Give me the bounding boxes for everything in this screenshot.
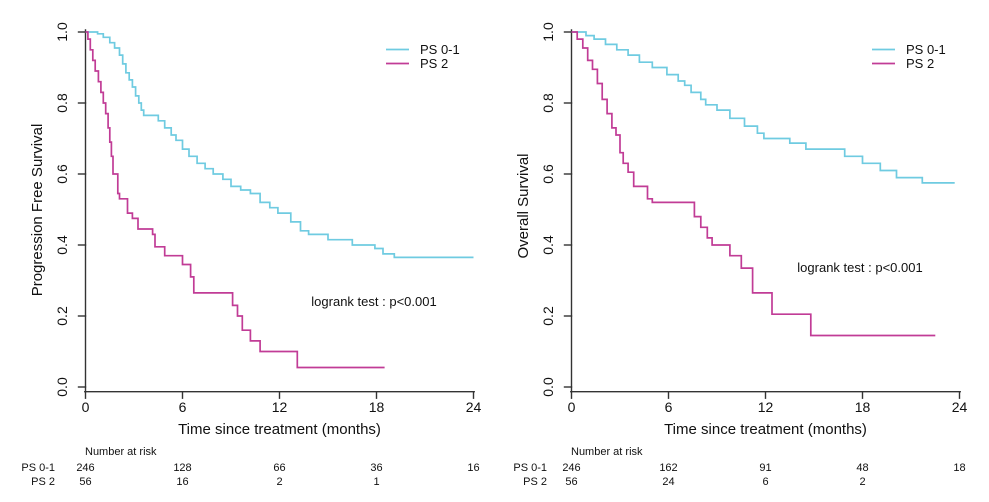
os-logrank-annotation: logrank test : p<0.001 — [797, 260, 922, 275]
x-tick-label: 6 — [179, 399, 187, 415]
at-risk-value: 36 — [370, 462, 382, 474]
y-tick-label: 0.0 — [54, 377, 70, 397]
y-tick-label: 0.6 — [54, 164, 70, 184]
os-at-risk-row-label-ps01: PS 0-1 — [513, 462, 547, 474]
at-risk-value: 18 — [953, 462, 965, 474]
y-tick-label: 0.8 — [540, 93, 556, 113]
at-risk-value: 48 — [856, 462, 868, 474]
pfs-at-risk-header: Number at risk — [85, 446, 157, 458]
os-x-axis-title: Time since treatment (months) — [664, 421, 867, 438]
pfs-y-axis-title: Progression Free Survival — [29, 124, 46, 297]
os-legend-label-ps01: PS 0-1 — [906, 42, 946, 57]
y-tick-label: 0.6 — [540, 164, 556, 184]
at-risk-value: 162 — [659, 462, 677, 474]
pfs-at-risk-row-label-ps01: PS 0-1 — [21, 462, 55, 474]
x-tick-label: 12 — [272, 399, 288, 415]
km-curve-ps-2 — [85, 31, 385, 369]
os-at-risk-header: Number at risk — [571, 446, 643, 458]
os-legend-label-ps2: PS 2 — [906, 56, 934, 71]
at-risk-value: 2 — [276, 476, 282, 488]
y-tick-label: 0.4 — [54, 235, 70, 255]
at-risk-value: 128 — [173, 462, 191, 474]
at-risk-value: 66 — [273, 462, 285, 474]
at-risk-value: 246 — [76, 462, 94, 474]
at-risk-value: 16 — [467, 462, 479, 474]
pfs-x-axis-title: Time since treatment (months) — [178, 421, 381, 438]
at-risk-value: 56 — [565, 476, 577, 488]
at-risk-value: 1 — [373, 476, 379, 488]
y-tick-label: 0.2 — [540, 306, 556, 326]
at-risk-value: 24 — [662, 476, 674, 488]
at-risk-value: 246 — [562, 462, 580, 474]
y-tick-label: 0.0 — [540, 377, 556, 397]
x-tick-label: 0 — [568, 399, 576, 415]
pfs-legend-label-ps01: PS 0-1 — [420, 42, 460, 57]
x-tick-label: 0 — [82, 399, 90, 415]
y-tick-label: 0.4 — [540, 235, 556, 255]
km-curve-ps-0-1 — [571, 31, 955, 184]
x-tick-label: 12 — [758, 399, 774, 415]
km-curve-ps-0-1 — [85, 31, 474, 259]
pfs-legend-label-ps2: PS 2 — [420, 56, 448, 71]
at-risk-value: 2 — [859, 476, 865, 488]
x-tick-label: 18 — [369, 399, 385, 415]
os-y-axis-title: Overall Survival — [515, 153, 532, 258]
at-risk-value: 16 — [176, 476, 188, 488]
os-at-risk-row-label-ps2: PS 2 — [523, 476, 547, 488]
at-risk-value: 91 — [759, 462, 771, 474]
at-risk-value: 6 — [762, 476, 768, 488]
x-tick-label: 24 — [952, 399, 968, 415]
km-curve-ps-2 — [571, 31, 936, 337]
y-tick-label: 0.8 — [54, 93, 70, 113]
x-tick-label: 18 — [855, 399, 871, 415]
y-tick-label: 1.0 — [54, 22, 70, 42]
y-tick-label: 0.2 — [54, 306, 70, 326]
x-tick-label: 24 — [466, 399, 482, 415]
x-tick-label: 6 — [665, 399, 673, 415]
y-tick-label: 1.0 — [540, 22, 556, 42]
at-risk-value: 56 — [79, 476, 91, 488]
pfs-at-risk-row-label-ps2: PS 2 — [31, 476, 55, 488]
pfs-logrank-annotation: logrank test : p<0.001 — [311, 294, 436, 309]
